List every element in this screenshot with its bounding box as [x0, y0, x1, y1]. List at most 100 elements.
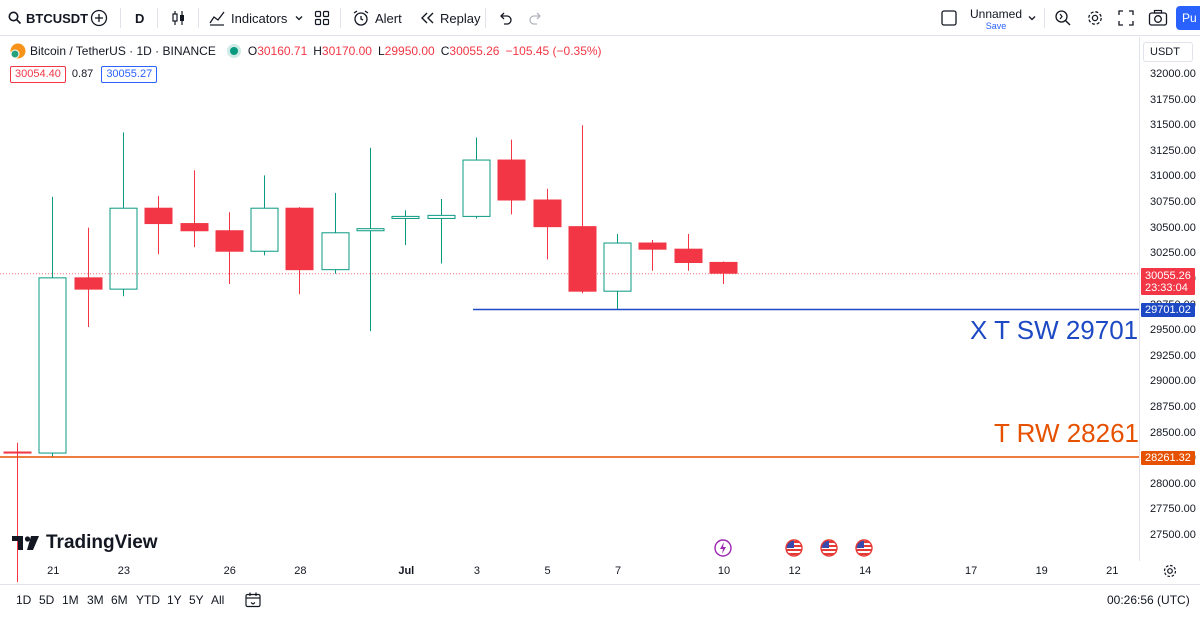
range-button-3m[interactable]: 3M [87, 593, 104, 607]
go-to-date-button[interactable] [244, 591, 262, 614]
time-tick-label: 19 [1035, 565, 1048, 577]
candle[interactable] [638, 239, 667, 271]
indicators-dropdown[interactable] [294, 0, 304, 36]
candle[interactable] [674, 233, 703, 271]
candle[interactable] [533, 188, 562, 260]
us-flag-icon[interactable] [784, 539, 803, 557]
layout-grid-icon [314, 10, 330, 26]
candle-body [215, 230, 244, 252]
layout-checkbox[interactable] [940, 0, 958, 36]
symbol-search-button[interactable]: BTCUSDT [8, 0, 88, 36]
candle-body [603, 242, 632, 292]
buy-price-button[interactable]: 30055.27 [101, 65, 158, 83]
layouts-button[interactable] [314, 0, 330, 36]
redo-button[interactable] [528, 0, 544, 36]
undo-button[interactable] [497, 0, 513, 36]
line-price-badge: 28261.32 [1141, 451, 1195, 465]
price-tick-label: 30500.00 [1150, 221, 1196, 234]
open-label: O [247, 44, 258, 58]
toolbar-divider [198, 8, 199, 28]
us-flag-icon[interactable] [855, 539, 873, 557]
interval-button[interactable]: D [135, 10, 145, 26]
range-button-1y[interactable]: 1Y [167, 593, 182, 607]
range-button-ytd[interactable]: YTD [136, 593, 160, 607]
range-button-6m[interactable]: 6M [111, 593, 128, 607]
candle[interactable] [144, 195, 173, 255]
candle[interactable] [427, 198, 456, 264]
us-flag-icon[interactable] [820, 539, 838, 557]
candle[interactable] [74, 227, 103, 328]
quick-search-button[interactable] [1054, 0, 1072, 36]
price-tick-label: 31750.00 [1150, 93, 1196, 106]
settings-button[interactable] [1086, 0, 1104, 36]
axis-settings-button[interactable] [1162, 563, 1178, 584]
line-price-value: 28261.32 [1145, 452, 1191, 464]
price-tick-label: 30250.00 [1150, 247, 1196, 260]
fullscreen-button[interactable] [1118, 0, 1134, 36]
price-tick-label: 28000.00 [1150, 477, 1196, 490]
replay-icon [421, 12, 434, 24]
tradingview-logo[interactable]: TradingView [12, 532, 158, 554]
candle[interactable] [497, 139, 526, 215]
chart-type-button[interactable] [170, 0, 188, 36]
layout-save-link[interactable]: Save [985, 21, 1007, 31]
candle[interactable] [3, 442, 32, 583]
replay-button[interactable]: Replay [419, 0, 480, 36]
support-line-label[interactable]: X T SW 29701 [970, 315, 1139, 345]
candle[interactable] [356, 147, 385, 332]
price-tick-label: 31250.00 [1150, 144, 1196, 157]
chevron-down-icon [295, 16, 303, 21]
candle[interactable] [109, 132, 138, 297]
candle[interactable] [38, 196, 67, 458]
compare-button[interactable] [90, 0, 108, 36]
ohlc-open: O30160.71 [248, 44, 307, 58]
layout-dropdown[interactable] [1027, 0, 1037, 36]
range-button-1m[interactable]: 1M [62, 593, 79, 607]
price-tick-label: 32000.00 [1150, 68, 1196, 80]
candle[interactable] [215, 212, 244, 285]
candle[interactable] [462, 137, 491, 219]
bitcoin-logo-icon [10, 43, 26, 59]
spread-value: 0.87 [71, 68, 94, 80]
currency-selector[interactable]: USDT [1143, 42, 1193, 62]
price-tick-label: 29500.00 [1150, 324, 1196, 337]
redo-icon [529, 12, 541, 25]
series-title[interactable]: Bitcoin / TetherUS · 1D · BINANCE [30, 44, 216, 58]
time-scale[interactable]: 21 23 26 28 Jul 3 5 7 10 12 14 17 19 21 [0, 561, 1200, 583]
range-button-5d[interactable]: 5D [39, 593, 55, 607]
lightning-icon[interactable] [714, 539, 732, 557]
utc-clock[interactable]: 00:26:56 (UTC) [1107, 593, 1190, 607]
range-button-all[interactable]: All [211, 593, 225, 607]
candle[interactable] [321, 192, 350, 274]
range-button-1d[interactable]: 1D [16, 593, 32, 607]
candle[interactable] [285, 207, 314, 295]
time-tick-label: Jul [398, 565, 415, 577]
indicators-button[interactable]: Indicators [208, 0, 287, 36]
candle[interactable] [709, 261, 738, 285]
add-circle-icon [90, 9, 108, 27]
resistance-line-label[interactable]: T RW 28261 [994, 418, 1140, 448]
series-legend: Bitcoin / TetherUS · 1D · BINANCE O30160… [10, 43, 602, 59]
range-button-5y[interactable]: 5Y [189, 593, 204, 607]
tradingview-logo-text: TradingView [46, 532, 158, 553]
time-tick-label: 21 [47, 565, 60, 577]
candle[interactable] [603, 233, 632, 310]
candle[interactable] [180, 170, 209, 248]
candle-body [638, 242, 667, 250]
candle-body [568, 226, 597, 292]
tradingview-logo-icon [12, 536, 39, 550]
alert-button[interactable]: Alert [352, 0, 402, 36]
snapshot-button[interactable] [1148, 0, 1168, 36]
sell-price-button[interactable]: 30054.40 [10, 65, 66, 83]
layout-name-button[interactable]: Unnamed Save [968, 7, 1024, 31]
price-chart[interactable] [0, 37, 1200, 583]
time-tick-label: 3 [473, 565, 480, 577]
price-tick-label: 28750.00 [1150, 400, 1196, 413]
publish-button[interactable]: Pu [1176, 6, 1200, 30]
candle[interactable] [391, 210, 420, 246]
chart-pane[interactable]: Bitcoin / TetherUS · 1D · BINANCE O30160… [0, 37, 1200, 583]
top-toolbar: BTCUSDT D Indicators Alert Replay [0, 0, 1200, 36]
candle[interactable] [568, 125, 597, 294]
candle-body [38, 277, 67, 454]
candle[interactable] [250, 175, 279, 256]
